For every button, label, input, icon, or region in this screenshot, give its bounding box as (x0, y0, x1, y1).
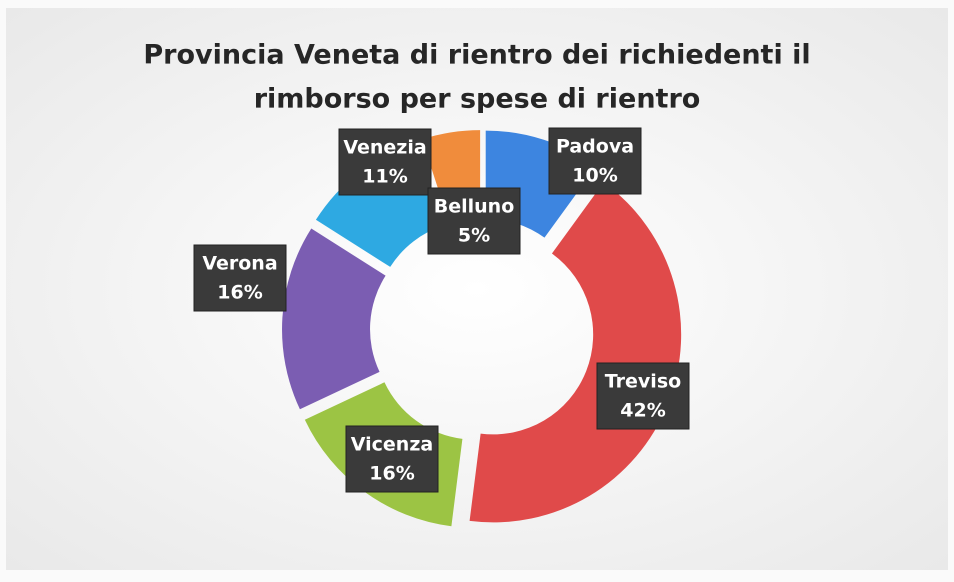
data-label-name: Treviso (605, 371, 681, 393)
label-box (345, 425, 439, 493)
data-label-name: Venezia (343, 137, 426, 159)
donut-slice (282, 228, 386, 410)
label-box (596, 362, 690, 430)
data-label-value: 5% (458, 225, 490, 247)
data-label-name: Verona (202, 253, 277, 275)
label-box (338, 128, 432, 196)
label-box (193, 244, 287, 312)
data-label-name: Padova (556, 136, 634, 158)
data-label-name: Vicenza (351, 434, 433, 456)
label-box (548, 127, 642, 195)
data-label-value: 16% (217, 282, 262, 304)
data-label-value: 10% (572, 165, 617, 187)
data-label-name: Belluno (434, 196, 515, 218)
data-label-value: 11% (362, 166, 407, 188)
donut-slice (469, 182, 682, 523)
data-label-value: 16% (369, 463, 414, 485)
chart-title: rimborso per spese di rientro (254, 84, 701, 115)
chart-title: Provincia Veneta di rientro dei richiede… (143, 40, 810, 71)
data-label-value: 42% (620, 400, 665, 422)
label-box (427, 187, 521, 255)
